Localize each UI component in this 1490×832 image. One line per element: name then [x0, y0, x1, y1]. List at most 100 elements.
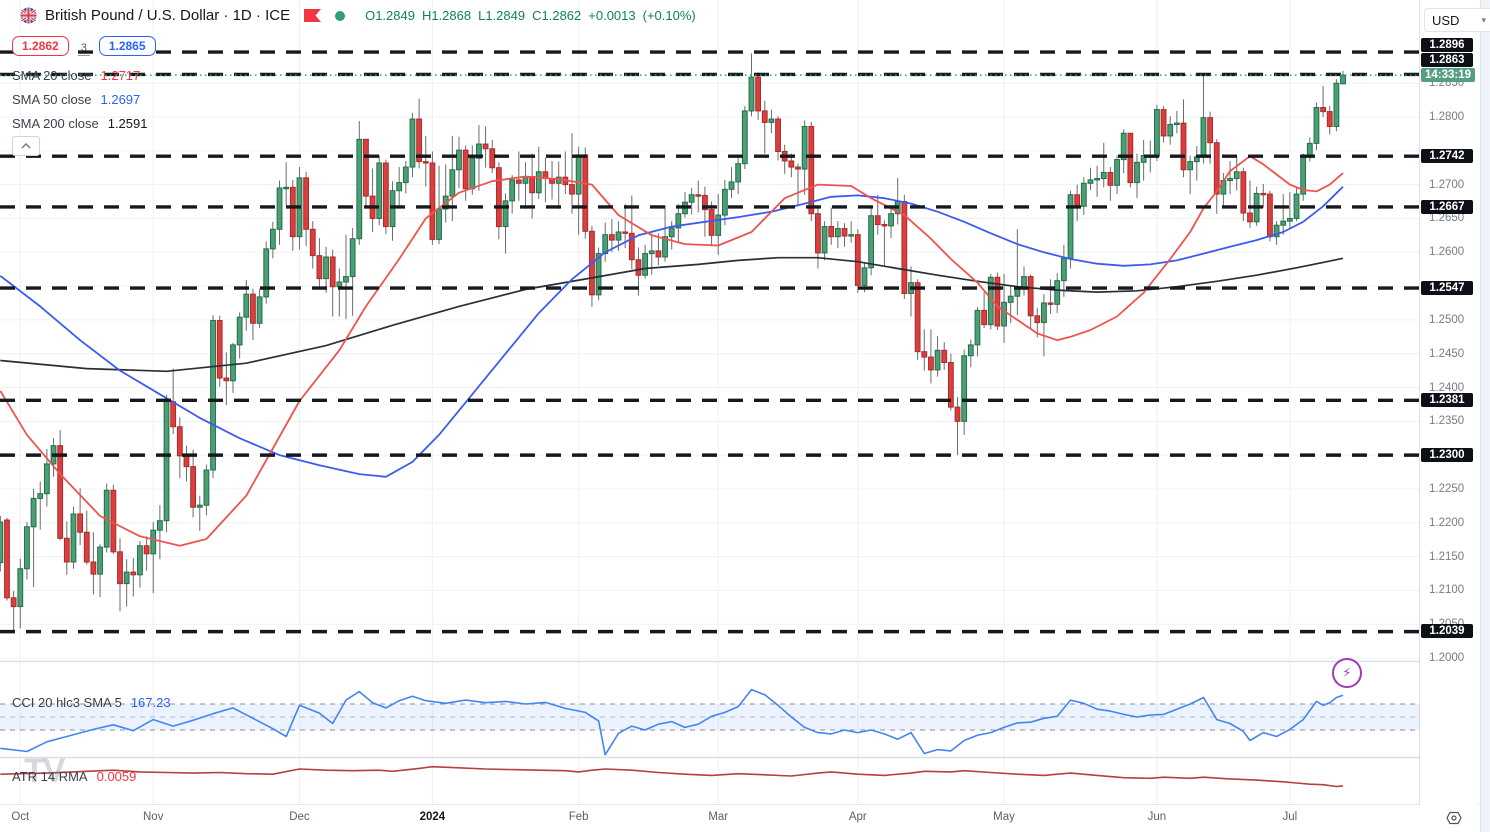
low-value: L1.2849	[478, 8, 526, 23]
candle-up	[476, 143, 482, 159]
candle-down	[795, 166, 801, 170]
sma200-legend-row[interactable]: SMA 200 close 1.2591	[12, 111, 147, 135]
candle-up	[1273, 224, 1280, 238]
candle-down	[309, 228, 316, 257]
candle-up	[974, 309, 981, 346]
pair-flag-icon[interactable]	[20, 7, 37, 24]
candle-up	[595, 253, 602, 296]
candle-down	[941, 349, 948, 363]
sma20-label: SMA 20 close	[12, 67, 92, 83]
candle-up	[721, 188, 728, 216]
candle-down	[1260, 192, 1267, 196]
candle-up	[24, 526, 30, 570]
candle-down	[363, 138, 369, 197]
sma20-legend-row[interactable]: SMA 20 close 1.2717	[12, 63, 147, 87]
sma200-label: SMA 200 close	[12, 115, 99, 131]
candle-up	[269, 228, 276, 250]
buy-button[interactable]: 1.2865	[98, 36, 156, 56]
candle-down	[828, 226, 835, 238]
candle-down	[529, 176, 536, 194]
candle-down	[1107, 171, 1114, 186]
candle-down	[954, 406, 961, 422]
candle-down	[130, 571, 137, 576]
collapse-legend-button[interactable]	[12, 136, 40, 156]
candle-up	[1333, 82, 1340, 127]
candle-up	[868, 215, 875, 269]
candle-up	[1067, 194, 1074, 259]
atr-legend-row[interactable]: ATR 14 RMA 0.0059	[12, 769, 136, 784]
candle-up	[1187, 161, 1194, 171]
candle-up	[449, 169, 456, 197]
candle-up	[43, 463, 50, 495]
ohlc-values: O1.2849 H1.2868 L1.2849 C1.2862 +0.0013 …	[365, 8, 696, 23]
candle-up	[436, 208, 442, 240]
candle-down	[1326, 111, 1333, 127]
candle-up	[575, 154, 582, 195]
candle-down	[1034, 315, 1041, 324]
candle-up	[137, 545, 143, 576]
candle-down	[854, 234, 861, 286]
candle-up	[1340, 74, 1346, 85]
candle-up	[230, 344, 236, 382]
candle-down	[489, 148, 496, 169]
sell-button[interactable]: 1.2862	[12, 36, 69, 56]
candle-up	[17, 568, 24, 608]
candle-up	[456, 149, 462, 171]
candle-up	[1286, 217, 1293, 222]
quick-trade-lightning-button[interactable]: ⚡	[1332, 658, 1362, 688]
candle-up	[675, 213, 682, 229]
candle-down	[4, 519, 10, 599]
candle-up	[402, 166, 409, 184]
candle-up	[1120, 132, 1127, 161]
candle-up	[509, 179, 516, 202]
candle-up	[735, 163, 742, 183]
candle-down	[628, 232, 635, 261]
candle-down	[170, 401, 177, 428]
candle-down	[815, 213, 821, 254]
candle-down	[1247, 212, 1253, 223]
cci-label: CCI 20 hlc3 SMA 5	[12, 695, 122, 710]
candle-up	[1233, 171, 1240, 180]
price-tick-label: 1.2800	[1429, 111, 1465, 123]
currency-dropdown[interactable]: USD ▾	[1424, 8, 1490, 32]
lightning-icon: ⚡	[1342, 665, 1352, 680]
candle-up	[1100, 171, 1107, 180]
candle-up	[1134, 161, 1140, 184]
candle-down	[788, 160, 795, 168]
time-axis[interactable]: Oct Nov Dec 2024 Feb Mar Apr May Jun Jul	[0, 805, 1490, 832]
price-tick-label: 1.2600	[1429, 246, 1465, 259]
candle-up	[97, 546, 103, 575]
candle-up	[1080, 182, 1087, 207]
price-tick-label: 1.2100	[1429, 584, 1465, 597]
candle-up	[748, 76, 755, 112]
spread-value: 3	[77, 42, 90, 56]
candle-up	[1227, 178, 1233, 182]
candle-up	[1293, 193, 1300, 219]
market-status-icon[interactable]	[335, 10, 346, 21]
chevron-down-icon: ▾	[1481, 14, 1486, 25]
sma50-legend-row[interactable]: SMA 50 close 1.2697	[12, 87, 147, 111]
candle-down	[914, 282, 921, 353]
flag-symbol-icon[interactable]	[304, 9, 322, 22]
scrollbar-strip[interactable]	[1480, 0, 1490, 832]
candle-down	[416, 118, 423, 163]
price-level-badge: 1.2300	[1421, 448, 1473, 462]
pair-title[interactable]: British Pound / U.S. Dollar · 1D · ICE	[45, 7, 291, 24]
candle-down	[761, 110, 768, 123]
candle-up	[150, 529, 157, 555]
candle-up	[888, 213, 894, 227]
cci-legend-row[interactable]: CCI 20 hlc3 SMA 5 167.23	[12, 695, 171, 710]
currency-label: USD	[1432, 12, 1460, 28]
candle-up	[343, 276, 349, 283]
candle-down	[329, 256, 336, 288]
candle-down	[183, 455, 190, 468]
candle-down	[582, 154, 589, 232]
candle-down	[190, 466, 197, 508]
candle-up	[30, 497, 37, 528]
candle-down	[808, 125, 815, 215]
axis-settings-button[interactable]	[1446, 810, 1462, 831]
candle-up	[768, 118, 775, 123]
